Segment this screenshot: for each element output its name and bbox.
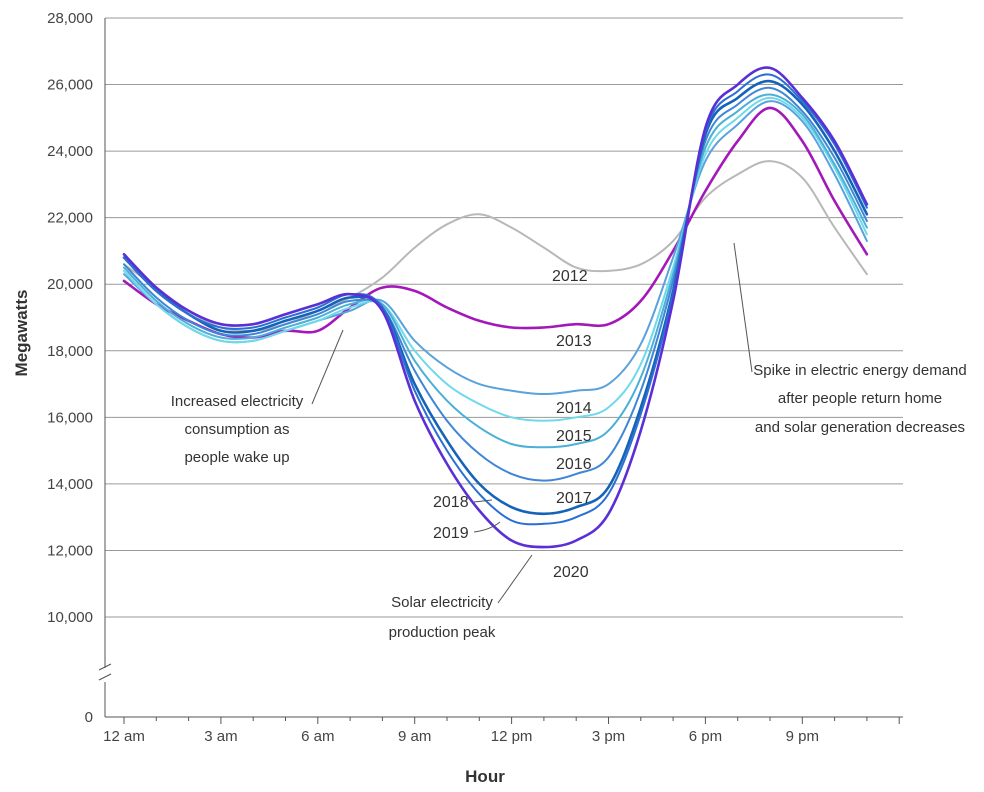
x-tick-label: 6 pm <box>689 728 722 745</box>
y-tick-label: 16,000 <box>47 409 93 426</box>
leader-wake-up <box>311 329 344 405</box>
y-tick-label: 24,000 <box>47 143 93 160</box>
leader-2018 <box>473 499 493 503</box>
leader-evening-spike <box>733 242 753 373</box>
series-line-2016 <box>123 93 868 449</box>
year-label-2013: 2013 <box>556 333 592 350</box>
year-label-2016: 2016 <box>556 456 592 473</box>
series-lines <box>122 66 869 549</box>
x-tick-label: 6 am <box>301 728 334 745</box>
year-label-2014: 2014 <box>556 400 592 417</box>
series-line-2014 <box>123 100 868 395</box>
x-axis-ticks: 12 am 3 am 6 am 9 am 12 pm 3 pm 6 pm 9 pm <box>103 717 900 745</box>
y-axis-title: Megawatts <box>12 290 31 377</box>
y-tick-label: 28,000 <box>47 10 93 27</box>
y-axis-ticks: 0 10,000 12,000 14,000 16,000 18,000 20,000 22,… <box>47 10 93 726</box>
gridlines <box>105 17 903 618</box>
x-tick-label: 9 am <box>398 728 431 745</box>
x-axis-title: Hour <box>465 767 505 786</box>
y-tick-label: 22,000 <box>47 210 93 227</box>
leader-solar-peak <box>497 554 533 604</box>
year-label-2017: 2017 <box>556 490 592 507</box>
series-line-2015 <box>123 96 868 422</box>
series-line-2013 <box>122 106 869 339</box>
y-tick-label: 20,000 <box>47 276 93 293</box>
annotation-evening-spike: Spike in electric energy demand after pe… <box>733 242 967 436</box>
x-tick-label: 12 pm <box>491 728 533 745</box>
y-tick-label: 18,000 <box>47 343 93 360</box>
x-tick-label: 9 pm <box>786 728 819 745</box>
series-line-2017 <box>123 86 868 482</box>
y-tick-label: 26,000 <box>47 77 93 94</box>
annotation-wake-up: Increased electricity consumption as peo… <box>171 329 344 466</box>
year-label-2012: 2012 <box>552 268 588 285</box>
year-labels: 2012 2013 2014 2015 2016 2017 2018 2019 … <box>433 268 592 581</box>
y-axis-break-mark <box>98 663 112 681</box>
series-line-2018 <box>122 79 869 516</box>
annotation-evening-spike-line1: Spike in electric energy demand <box>753 362 966 379</box>
annotation-solar-peak-line2: production peak <box>389 624 496 641</box>
year-label-2020: 2020 <box>553 564 589 581</box>
x-tick-label: 12 am <box>103 728 145 745</box>
annotation-evening-spike-line2: after people return home <box>778 390 942 407</box>
y-tick-label: 0 <box>85 709 93 726</box>
x-tick-label: 3 am <box>204 728 237 745</box>
annotation-solar-peak: Solar electricity production peak <box>389 554 533 641</box>
annotation-evening-spike-line3: and solar generation decreases <box>755 419 965 436</box>
y-tick-label: 12,000 <box>47 542 93 559</box>
y-tick-label: 10,000 <box>47 609 93 626</box>
series-line-2019 <box>123 73 868 526</box>
year-label-2019: 2019 <box>433 525 469 542</box>
annotation-solar-peak-line1: Solar electricity <box>391 594 493 611</box>
leader-2019 <box>473 521 501 533</box>
annotation-wake-up-line1: Increased electricity <box>171 393 304 410</box>
x-tick-label: 3 pm <box>592 728 625 745</box>
series-line-2020 <box>122 66 869 549</box>
year-label-2015: 2015 <box>556 428 592 445</box>
series-line-2012 <box>123 160 868 333</box>
annotation-wake-up-line3: people wake up <box>184 449 289 466</box>
year-label-2018: 2018 <box>433 494 469 511</box>
y-tick-label: 14,000 <box>47 476 93 493</box>
annotation-wake-up-line2: consumption as <box>184 421 289 438</box>
